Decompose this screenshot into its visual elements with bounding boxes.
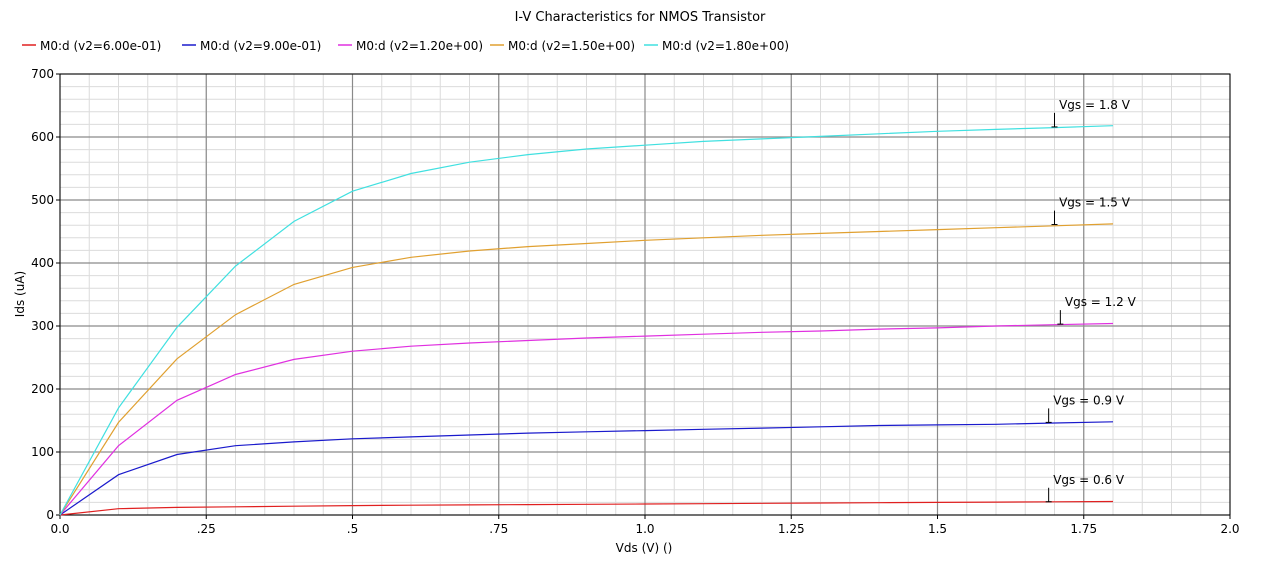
x-tick-label: 1.0 <box>635 522 654 536</box>
series-line <box>59 223 1114 516</box>
x-tick-label: 1.25 <box>778 522 805 536</box>
y-tick-label: 0 <box>46 508 54 522</box>
x-tick-label: 2.0 <box>1220 522 1239 536</box>
grid <box>59 73 1231 516</box>
series-line <box>59 322 1114 516</box>
annotations: Vgs = 1.8 V Vgs = 1.5 V Vgs = 1.2 V Vgs = 0… <box>1045 98 1137 503</box>
x-tick-label: .5 <box>347 522 358 536</box>
legend-entry: M0:d (v2=9.00e-01) <box>200 39 321 53</box>
legend-entry: M0:d (v2=1.80e+00) <box>662 39 789 53</box>
y-tick-label: 500 <box>31 193 54 207</box>
x-tick-label: .75 <box>489 522 508 536</box>
series-line <box>59 500 1114 516</box>
y-tick-label: 200 <box>31 382 54 396</box>
x-tick-label: 1.5 <box>928 522 947 536</box>
legend-entry: M0:d (v2=6.00e-01) <box>40 39 161 53</box>
x-axis-label: Vds (V) () <box>616 541 673 555</box>
y-tick-label: 700 <box>31 67 54 81</box>
annotation-label: Vgs = 0.6 V <box>1053 473 1125 487</box>
annotation-label: Vgs = 1.5 V <box>1059 196 1131 210</box>
series-line <box>59 125 1114 516</box>
y-axis-ticks: 0 100 200 300 400 500 600 700 <box>31 67 60 522</box>
x-tick-label: .25 <box>197 522 216 536</box>
legend-entry: M0:d (v2=1.50e+00) <box>508 39 635 53</box>
annotation-label: Vgs = 0.9 V <box>1053 393 1125 407</box>
chart-title: I-V Characteristics for NMOS Transistor <box>515 10 766 25</box>
x-tick-label: 1.75 <box>1070 522 1097 536</box>
y-tick-label: 600 <box>31 130 54 144</box>
series-line <box>59 421 1114 516</box>
x-axis-ticks: 0.0 .25 .5 .75 1.0 1.25 1.5 1.75 2.0 <box>50 515 1240 536</box>
annotation-label: Vgs = 1.2 V <box>1065 295 1137 309</box>
y-tick-label: 100 <box>31 445 54 459</box>
y-tick-label: 300 <box>31 319 54 333</box>
annotation-label: Vgs = 1.8 V <box>1059 98 1131 112</box>
y-axis-label: Ids (uA) <box>13 271 27 317</box>
legend: M0:d (v2=6.00e-01) M0:d (v2=9.00e-01) M0:d… <box>22 39 789 53</box>
x-tick-label: 0.0 <box>50 522 69 536</box>
y-tick-label: 400 <box>31 256 54 270</box>
series-group <box>59 125 1114 516</box>
legend-entry: M0:d (v2=1.20e+00) <box>356 39 483 53</box>
